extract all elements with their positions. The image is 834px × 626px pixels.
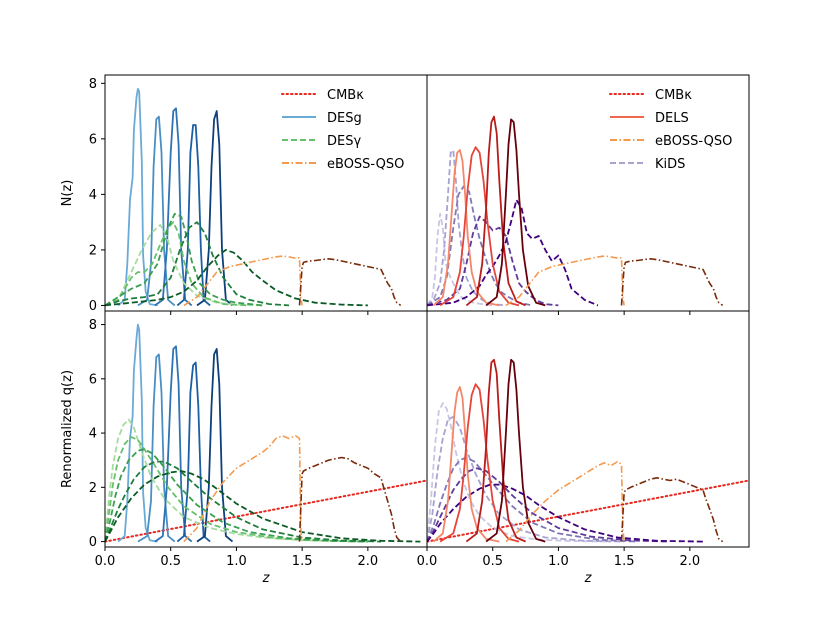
- axis-ticks: 0 2 4 6 8 0.0 0.5 1.0 1.5 2.0 0 2 4 6 8 0.0 0.5 1.0 1.5 2.0: [89, 77, 700, 569]
- series-top-left-8: [105, 221, 290, 307]
- series-top-right-2: [427, 185, 533, 307]
- series-top-left-1: [137, 115, 176, 307]
- legend-left-label-2: DESγ: [327, 134, 361, 149]
- x-tick-label-bottom-left-2: 1.0: [226, 554, 247, 569]
- y-axis-label-bottom: Renormalized q(z): [60, 370, 75, 488]
- series-top-right-7: [465, 115, 526, 307]
- series-top-right-5: [432, 149, 500, 307]
- plot-area: [105, 88, 749, 543]
- series-top-left-10: [183, 255, 303, 307]
- y-tick-label-bottom-left-1: 2: [89, 481, 97, 496]
- x-tick-label-bottom-left-4: 2.0: [358, 554, 379, 569]
- series-bottom-left-8: [105, 448, 368, 543]
- panel-top-right-series: [427, 115, 724, 307]
- series-top-left-9: [105, 248, 368, 307]
- series-bottom-left-7: [105, 436, 368, 543]
- series-bottom-left-12: [298, 456, 402, 543]
- y-tick-label-bottom-left-2: 4: [89, 427, 97, 442]
- legend-right-label-3: KiDS: [655, 157, 685, 172]
- panel-bottom-left-series: [105, 323, 427, 543]
- legend-left: CMBκ DESg DESγ eBOSS-QSO: [281, 88, 404, 172]
- series-bottom-right-3: [427, 456, 638, 543]
- x-tick-label-bottom-right-3: 1.5: [614, 554, 635, 569]
- y-axis-label-top: N(z): [60, 180, 75, 207]
- x-tick-label-bottom-right-1: 0.5: [482, 554, 503, 569]
- series-top-right-10: [620, 257, 724, 307]
- series-bottom-left-9: [105, 460, 382, 543]
- x-tick-label-bottom-left-3: 1.5: [292, 554, 313, 569]
- series-bottom-right-1: [427, 402, 612, 543]
- legend-right-label-1: DELS: [655, 111, 689, 126]
- legend-left-label-1: DESg: [327, 111, 362, 126]
- panel-top-left-series: [105, 88, 402, 307]
- series-top-left-6: [105, 221, 250, 307]
- series-top-left-11: [298, 257, 402, 307]
- series-bottom-left-3: [154, 345, 193, 543]
- series-top-left-3: [176, 124, 211, 307]
- series-top-right-9: [505, 255, 625, 307]
- series-bottom-left-0: [105, 479, 427, 543]
- y-tick-label-top-left-1: 2: [89, 243, 97, 258]
- y-tick-label-top-left-2: 4: [89, 188, 97, 203]
- series-bottom-right-9: [485, 358, 546, 543]
- legend-left-label-0: CMBκ: [327, 88, 364, 103]
- series-bottom-left-2: [137, 353, 176, 543]
- panel-bottom-right-series: [427, 358, 749, 543]
- series-top-left-7: [105, 212, 263, 307]
- x-tick-label-bottom-right-0: 0.0: [417, 554, 438, 569]
- legend-right: CMBκ DELS eBOSS-QSO KiDS: [609, 88, 732, 172]
- legend-left-label-3: eBOSS-QSO: [327, 157, 404, 172]
- series-top-right-4: [427, 198, 599, 307]
- x-axis-label-left: z: [262, 571, 271, 586]
- y-tick-label-bottom-left-4: 8: [89, 318, 97, 333]
- y-tick-label-top-left-0: 0: [89, 299, 97, 314]
- series-bottom-right-11: [620, 476, 724, 543]
- y-tick-label-bottom-left-3: 6: [89, 372, 97, 387]
- y-tick-label-top-left-3: 6: [89, 132, 97, 147]
- series-bottom-left-11: [183, 434, 303, 543]
- x-axis-label-right: z: [584, 571, 593, 586]
- x-tick-label-bottom-right-2: 1.0: [548, 554, 569, 569]
- series-bottom-right-8: [465, 358, 526, 543]
- x-tick-label-bottom-right-4: 2.0: [680, 554, 701, 569]
- y-tick-label-bottom-left-0: 0: [89, 535, 97, 550]
- x-tick-label-bottom-left-1: 0.5: [160, 554, 181, 569]
- series-bottom-left-4: [176, 361, 211, 543]
- series-top-right-1: [427, 149, 506, 307]
- x-tick-label-bottom-left-0: 0.0: [95, 554, 116, 569]
- series-top-left-4: [196, 110, 234, 307]
- series-top-left-0: [117, 88, 158, 307]
- y-tick-label-top-left-4: 8: [89, 77, 97, 92]
- panel-bottom-right-frame: [426, 310, 750, 548]
- series-bottom-right-6: [433, 386, 500, 543]
- series-bottom-right-5: [427, 483, 704, 543]
- series-top-left-2: [154, 107, 193, 307]
- legend-right-label-2: eBOSS-QSO: [655, 134, 732, 149]
- series-bottom-right-4: [427, 467, 671, 543]
- series-bottom-left-6: [105, 418, 368, 543]
- series-bottom-left-10: [105, 470, 421, 543]
- legend-right-label-0: CMBκ: [655, 88, 692, 103]
- series-bottom-right-10: [505, 460, 625, 543]
